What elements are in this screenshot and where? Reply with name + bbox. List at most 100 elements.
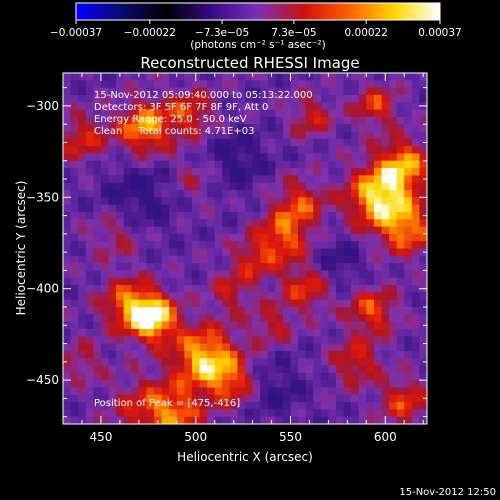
heatmap-cell [404, 182, 413, 191]
heatmap-cell [214, 160, 223, 169]
heatmap-cell [85, 270, 94, 279]
heatmap-cell [290, 358, 299, 366]
heatmap-cell [78, 285, 87, 293]
heatmap-cell [63, 343, 71, 352]
heatmap-cell [336, 263, 344, 271]
heatmap-cell [366, 233, 375, 242]
heatmap-cell [351, 387, 360, 396]
heatmap-cell [222, 350, 231, 359]
heatmap-cell [381, 219, 390, 227]
heatmap-cell [78, 116, 87, 125]
heatmap-cell [328, 219, 337, 227]
heatmap-cell [214, 255, 223, 264]
heatmap-cell [116, 102, 125, 110]
heatmap-cell [275, 372, 284, 381]
heatmap-cell [336, 182, 344, 191]
heatmap-cell [161, 175, 170, 184]
heatmap-cell [290, 233, 299, 242]
heatmap-cell [131, 168, 140, 176]
heatmap-cell [222, 380, 231, 388]
heatmap-cell [275, 299, 284, 308]
heatmap-cell [396, 102, 405, 110]
heatmap-cell [275, 409, 284, 418]
heatmap-cell [123, 307, 132, 315]
heatmap-cell [78, 131, 87, 140]
heatmap-cell [343, 197, 352, 206]
heatmap-cell [260, 197, 269, 206]
heatmap-cell [169, 307, 178, 315]
heatmap-cell [108, 233, 117, 242]
heatmap-cell [78, 204, 87, 213]
heatmap-cell [252, 168, 261, 176]
heatmap-cell [184, 416, 193, 425]
heatmap-cell [207, 204, 216, 213]
heatmap-cell [343, 94, 352, 103]
heatmap-cell [214, 402, 223, 410]
heatmap-cell [275, 285, 284, 293]
heatmap-cell [404, 416, 413, 425]
heatmap-cell [419, 87, 428, 96]
heatmap-cell [411, 358, 420, 366]
heatmap-cell [396, 168, 405, 176]
heatmap-cell [78, 255, 87, 264]
heatmap-cell [336, 124, 344, 132]
heatmap-cell [146, 285, 155, 293]
heatmap-cell [108, 343, 117, 352]
heatmap-cell [411, 409, 420, 418]
y-tick-label: −400 [26, 282, 59, 296]
heatmap-cell [207, 197, 216, 206]
heatmap-cell [191, 307, 200, 315]
heatmap-cell [93, 416, 102, 425]
heatmap-cell [146, 307, 155, 315]
heatmap-cell [298, 365, 307, 374]
heatmap-cell [70, 131, 79, 140]
heatmap-cell [123, 336, 132, 344]
heatmap-cell [245, 292, 253, 301]
heatmap-cell [222, 190, 231, 198]
y-tick-label: −450 [26, 373, 59, 387]
heatmap-cell [396, 116, 405, 125]
heatmap-cell [207, 160, 216, 169]
heatmap-cell [373, 372, 382, 381]
heatmap-cell [116, 321, 125, 330]
heatmap-cell [328, 168, 337, 176]
heatmap-cell [389, 394, 398, 403]
heatmap-cell [93, 394, 102, 403]
heatmap-cell [396, 233, 405, 242]
heatmap-cell [131, 116, 140, 125]
heatmap-cell [199, 211, 208, 220]
heatmap-cell [358, 263, 367, 271]
heatmap-cell [70, 138, 79, 147]
heatmap-cell [191, 124, 200, 132]
heatmap-cell [123, 263, 132, 271]
heatmap-cell [313, 394, 322, 403]
heatmap-cell [404, 131, 413, 140]
heatmap-cell [366, 292, 375, 301]
heatmap-cell [161, 168, 170, 176]
heatmap-cell [373, 241, 382, 249]
heatmap-cell [313, 175, 322, 184]
heatmap-cell [305, 402, 314, 410]
heatmap-cell [191, 277, 200, 286]
heatmap-cell [328, 204, 337, 213]
heatmap-cell [222, 292, 231, 301]
heatmap-cell [389, 270, 398, 279]
heatmap-cell [366, 131, 375, 140]
heatmap-cell [93, 160, 102, 169]
heatmap-cell [290, 219, 299, 227]
heatmap-cell [373, 307, 382, 315]
heatmap-cell [252, 270, 261, 279]
heatmap-cell [411, 255, 420, 264]
heatmap-cell [63, 292, 71, 301]
heatmap-cell [373, 153, 382, 162]
heatmap-cell [93, 153, 102, 162]
heatmap-cell [313, 109, 322, 118]
heatmap-cell [108, 182, 117, 191]
heatmap-cell [336, 416, 344, 425]
heatmap-cell [222, 175, 231, 184]
heatmap-cell [343, 124, 352, 132]
heatmap-cell [411, 102, 420, 110]
heatmap-cell [305, 299, 314, 308]
heatmap-cell [313, 124, 322, 132]
heatmap-cell [320, 94, 329, 103]
